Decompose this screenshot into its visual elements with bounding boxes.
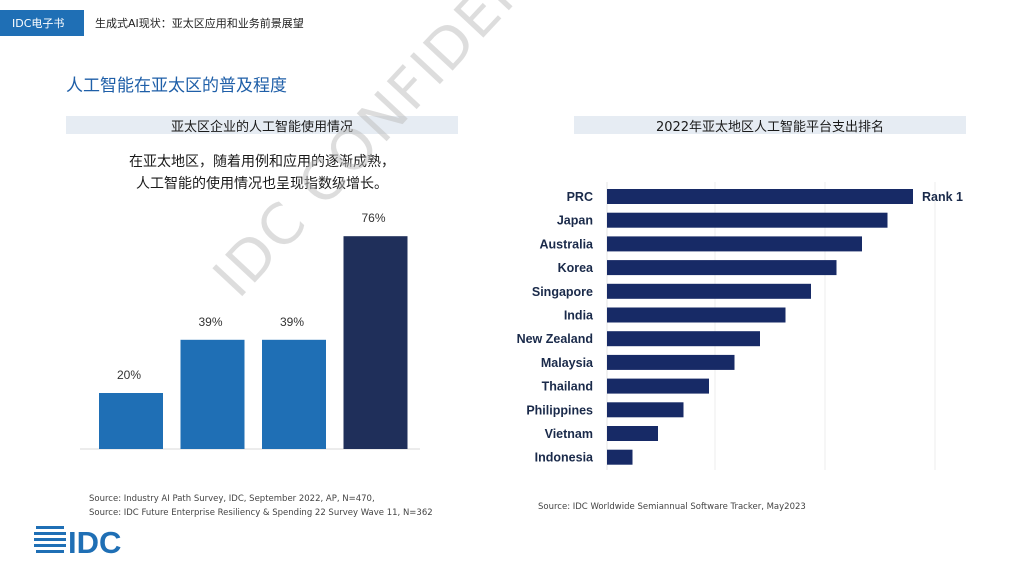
category-label: Japan: [557, 214, 593, 228]
description-line-2: 人工智能的使用情况也呈现指数级增长。: [136, 176, 388, 192]
rank-bar-philippines: [607, 402, 684, 418]
bar-value-label: 39%: [280, 315, 304, 329]
bar-value-label: 20%: [117, 368, 141, 382]
category-label: New Zealand: [517, 332, 593, 346]
left-panel-heading: 亚太区企业的人工智能使用情况: [66, 116, 458, 135]
category-label: Thailand: [542, 380, 593, 394]
category-label: PRC: [567, 190, 593, 204]
section-title: 人工智能在亚太区的普及程度: [66, 76, 287, 96]
spending-rank-chart: PRC Japan Australia Korea Singapore India New …: [517, 182, 963, 470]
rank-bar-vietnam: [607, 426, 658, 441]
description-line-1: 在亚太地区，随着用例和应用的逐渐成熟，: [129, 154, 395, 170]
document-title: 生成式AI现状：亚太区应用和业务前景展望: [95, 17, 304, 30]
bar-2020: [180, 339, 245, 449]
bar-2019: [99, 393, 163, 449]
globe-icon: [34, 526, 66, 553]
idc-logo: IDC: [34, 525, 121, 560]
logo-text: IDC: [68, 525, 121, 560]
category-label: Philippines: [526, 403, 593, 417]
source-line-1: Source: Industry AI Path Survey, IDC, Se…: [89, 494, 375, 504]
rank-bar-malaysia: [607, 354, 735, 370]
rank-bar-new-zealand: [607, 331, 760, 347]
category-label: Indonesia: [535, 451, 594, 465]
bar-2021: [262, 339, 326, 449]
category-label: Malaysia: [541, 356, 594, 370]
rank-bar-singapore: [607, 283, 811, 299]
adoption-bar-chart: 20%201939%202039%202176%2022: [80, 211, 420, 450]
rank-bar-japan: [607, 212, 888, 228]
right-source: Source: IDC Worldwide Semiannual Softwar…: [538, 502, 806, 512]
rank-bar-india: [607, 307, 786, 323]
right-panel-heading: 2022年亚太地区人工智能平台支出排名: [574, 116, 966, 135]
bar-value-label: 76%: [361, 211, 385, 225]
bar-value-label: 39%: [198, 315, 222, 329]
rank-bar-indonesia: [607, 449, 633, 465]
category-label: Korea: [558, 261, 594, 275]
rank-bar-prc: [607, 189, 913, 204]
rank-annotation: Rank 1: [922, 190, 963, 204]
category-label: Singapore: [532, 285, 593, 299]
category-label: India: [564, 309, 594, 323]
top-bar: IDC电子书 生成式AI现状：亚太区应用和业务前景展望: [0, 0, 1024, 40]
brand-tab[interactable]: IDC电子书: [0, 10, 84, 36]
rank-bar-korea: [607, 260, 837, 276]
source-line-2: Source: IDC Future Enterprise Resiliency…: [89, 508, 433, 518]
rank-bar-australia: [607, 236, 862, 252]
category-label: Vietnam: [545, 427, 593, 441]
category-label: Australia: [540, 237, 595, 251]
rank-bar-thailand: [607, 378, 709, 394]
bar-2022: [343, 236, 408, 449]
